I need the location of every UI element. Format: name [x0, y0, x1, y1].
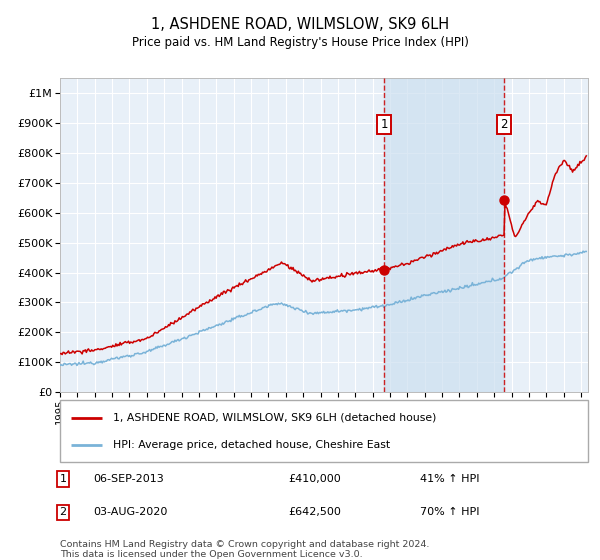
- Text: 2: 2: [500, 118, 508, 131]
- Text: 1: 1: [380, 118, 388, 131]
- Text: £410,000: £410,000: [288, 474, 341, 484]
- FancyBboxPatch shape: [60, 400, 588, 462]
- Text: 1, ASHDENE ROAD, WILMSLOW, SK9 6LH (detached house): 1, ASHDENE ROAD, WILMSLOW, SK9 6LH (deta…: [113, 413, 436, 423]
- Text: 2: 2: [59, 507, 67, 517]
- Text: 1, ASHDENE ROAD, WILMSLOW, SK9 6LH: 1, ASHDENE ROAD, WILMSLOW, SK9 6LH: [151, 17, 449, 32]
- Text: 1: 1: [59, 474, 67, 484]
- Text: Price paid vs. HM Land Registry's House Price Index (HPI): Price paid vs. HM Land Registry's House …: [131, 36, 469, 49]
- Text: Contains HM Land Registry data © Crown copyright and database right 2024.: Contains HM Land Registry data © Crown c…: [60, 540, 430, 549]
- Text: HPI: Average price, detached house, Cheshire East: HPI: Average price, detached house, Ches…: [113, 440, 390, 450]
- Text: 06-SEP-2013: 06-SEP-2013: [93, 474, 164, 484]
- Text: £642,500: £642,500: [288, 507, 341, 517]
- Text: 03-AUG-2020: 03-AUG-2020: [93, 507, 167, 517]
- Text: 70% ↑ HPI: 70% ↑ HPI: [420, 507, 479, 517]
- Text: 41% ↑ HPI: 41% ↑ HPI: [420, 474, 479, 484]
- Text: This data is licensed under the Open Government Licence v3.0.: This data is licensed under the Open Gov…: [60, 550, 362, 559]
- Bar: [385, 78, 504, 392]
